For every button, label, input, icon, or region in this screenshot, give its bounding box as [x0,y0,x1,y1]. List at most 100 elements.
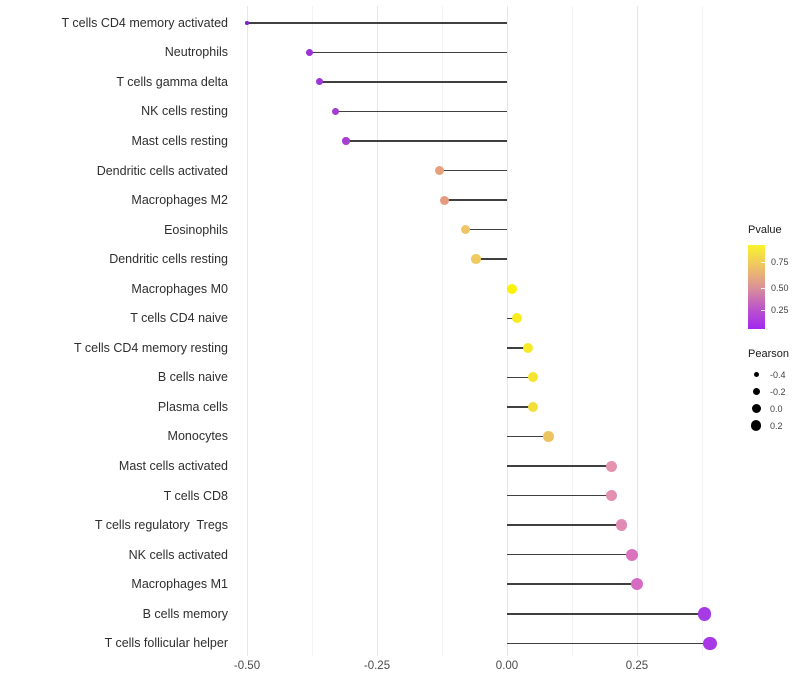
y-axis-label: T cells CD4 memory activated [61,15,229,30]
data-point[interactable] [331,107,340,116]
minor-gridline [702,6,703,656]
minor-gridline [572,6,573,656]
y-axis-label: NK cells resting [141,104,228,119]
y-axis-label: T cells gamma delta [116,74,228,89]
y-axis-label: Mast cells activated [118,459,228,474]
lollipop-stem [475,258,507,260]
data-point[interactable] [342,137,350,145]
data-point[interactable] [245,21,249,25]
y-axis-label: Neutrophils [164,45,228,60]
pearson-size-label: -0.2 [770,386,786,397]
lollipop-stem [345,140,507,142]
y-axis-label: Macrophages M1 [131,577,228,592]
legend-pvalue-title: Pvalue [748,224,782,236]
pearson-legend-item: -0.2 [748,383,800,400]
pearson-legend-item: 0.0 [748,400,800,417]
pearson-items: -0.4 -0.2 0.0 0.2 [748,366,800,434]
data-point[interactable] [528,401,538,412]
lollipop-stem [465,228,507,231]
y-axis-label: Monocytes [167,429,228,444]
major-gridline [507,6,508,656]
data-point[interactable] [434,166,444,176]
data-point[interactable] [697,607,712,621]
data-point[interactable] [471,254,481,264]
lollipop-stem [507,406,533,408]
y-axis-label: Macrophages M0 [131,281,228,296]
lollipop-stem [319,81,507,83]
pvalue-tick-label: 0.75 [771,257,789,267]
data-point[interactable] [615,519,628,531]
pearson-legend-item: -0.4 [748,366,800,383]
pvalue-gradient-bar [748,245,765,329]
y-axis-label: T cells CD4 memory resting [74,340,228,355]
data-point[interactable] [512,313,523,324]
major-gridline [247,6,248,656]
lollipop-stem [507,317,518,320]
pearson-dot-cell [748,388,764,395]
lollipop-stem [507,524,622,526]
data-point[interactable] [605,460,617,472]
lollipop-stem [335,110,507,113]
pearson-size-label: -0.4 [770,369,786,380]
pearson-size-dot [752,388,760,395]
y-axis-label: Plasma cells [157,399,228,414]
data-point[interactable] [305,48,313,56]
y-axis-label: Dendritic cells resting [109,252,228,267]
pearson-legend-item: 0.2 [748,417,800,434]
y-axis-label: T cells follicular helper [104,636,228,651]
lollipop-stem [507,583,637,585]
legend-pearson: Pearson -0.4 -0.2 0.0 0.2 [748,348,800,434]
major-gridline [637,6,638,656]
y-axis-label: B cells memory [142,606,228,621]
data-point[interactable] [631,578,643,591]
lollipop-stem [507,435,549,438]
lollipop-stem [507,347,528,349]
y-axis-label: T cells regulatory Tregs [94,518,228,533]
data-point[interactable] [507,283,518,294]
pvalue-tick-label: 0.25 [771,305,789,315]
x-tick-label: -0.50 [233,660,261,672]
lollipop-stem [444,199,507,201]
lollipop-stem [507,613,705,615]
data-point[interactable] [316,78,324,86]
x-tick-label: 0.25 [625,660,649,672]
pearson-size-label: 0.2 [770,420,783,431]
data-point[interactable] [522,342,533,353]
y-axis-label: NK cells activated [128,547,228,562]
legend-pvalue: Pvalue 0.75 0.50 0.25 [748,224,800,329]
minor-gridline [312,6,313,656]
pvalue-tick-label: 0.50 [771,283,789,293]
pearson-dot-cell [748,372,764,377]
pearson-dot-cell [748,420,764,431]
pearson-size-dot [753,372,759,377]
lollipop-stem [507,494,611,497]
minor-gridline [442,6,443,656]
y-axis-label: Mast cells resting [131,133,228,148]
lollipop-stem [439,169,507,172]
data-point[interactable] [460,224,471,235]
y-axis-label: Eosinophils [164,222,228,237]
pearson-dot-cell [748,404,764,413]
lollipop-stem [507,376,533,379]
y-axis-label: T cells CD4 naive [130,311,228,326]
pearson-size-dot [750,420,762,431]
data-point[interactable] [703,636,717,651]
data-point[interactable] [528,372,538,383]
x-tick-label: -0.25 [363,660,391,672]
legend-pearson-title: Pearson [748,348,789,360]
lollipop-stem [507,553,632,556]
data-point[interactable] [543,431,554,442]
pearson-size-label: 0.0 [770,403,783,414]
y-axis-label: Macrophages M2 [131,193,228,208]
y-axis-label: Dendritic cells activated [96,163,228,178]
lollipop-stem [507,642,710,645]
data-point[interactable] [440,195,450,205]
lollipop-stem [247,22,507,24]
data-point[interactable] [605,490,617,502]
x-tick-label: 0.00 [495,660,519,672]
data-point[interactable] [625,548,638,561]
